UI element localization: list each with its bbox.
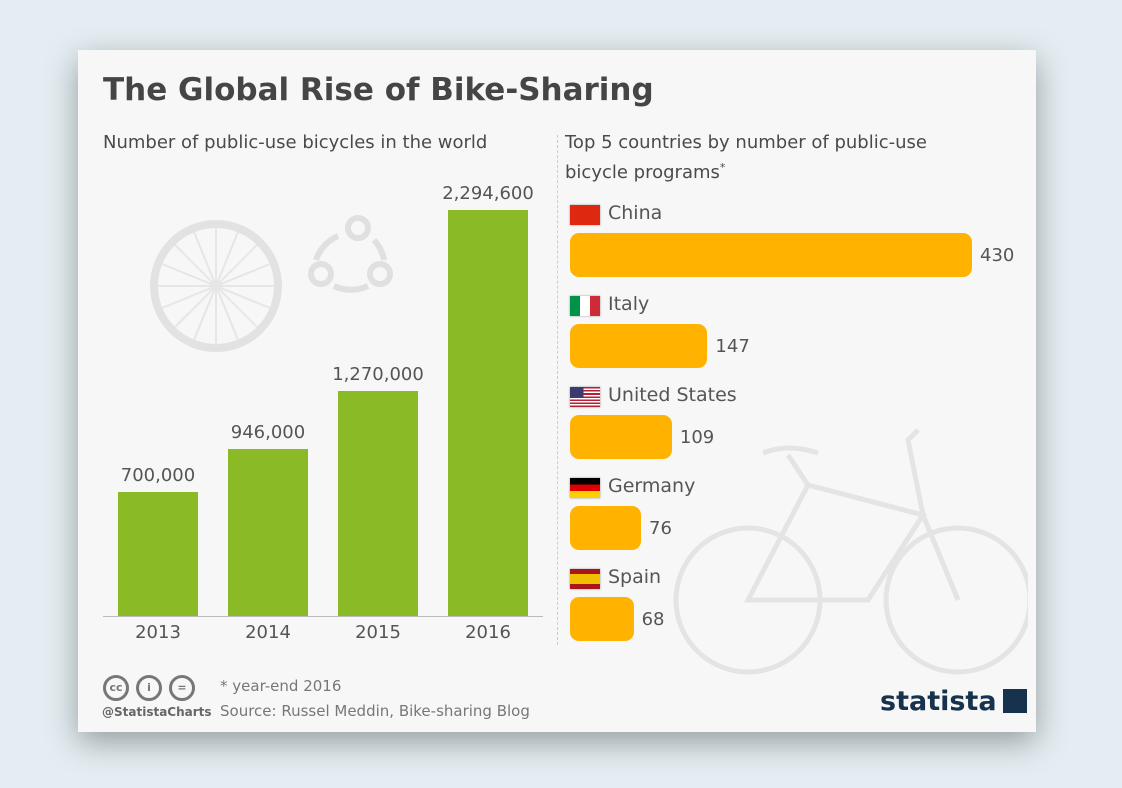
brand-text: statista (880, 686, 997, 717)
handle: @StatistaCharts (102, 705, 212, 719)
country-label: China (608, 202, 663, 224)
footnote: * year-end 2016 (220, 677, 342, 695)
value-label: 946,000 (230, 421, 306, 443)
left-chart-title: Number of public-use bicycles in the wor… (103, 132, 488, 153)
value-label: 700,000 (120, 465, 196, 487)
bar-2016 (448, 210, 528, 616)
x-tick-label: 2015 (355, 622, 401, 643)
flag-icon (570, 569, 600, 589)
flag-icon (570, 478, 600, 498)
bar-China (570, 233, 972, 277)
statista-logo[interactable]: statista (880, 686, 1027, 717)
bar-2013 (118, 492, 198, 616)
flag-icon (570, 205, 600, 225)
value-label: 109 (679, 427, 715, 448)
country-label: Germany (608, 475, 696, 497)
value-label: 1,270,000 (332, 364, 424, 386)
value-label: 430 (980, 245, 1015, 266)
bar-Germany (570, 506, 642, 550)
flag-icon (570, 296, 600, 316)
country-label: Spain (608, 566, 662, 588)
right-chart-title: Top 5 countries by number of public-use … (565, 130, 985, 185)
value-label: 68 (641, 609, 665, 630)
right-title-text: Top 5 countries by number of public-use … (565, 132, 927, 183)
bar-Italy (570, 324, 708, 368)
value-label: 76 (649, 518, 672, 539)
value-label: 2,294,600 (442, 183, 534, 204)
page-title: The Global Rise of Bike-Sharing (103, 72, 654, 108)
country-label: Italy (608, 293, 650, 315)
flag-icon (570, 387, 600, 407)
bar-2015 (338, 391, 418, 616)
bar-Spain (570, 597, 634, 641)
asterisk: * (719, 161, 726, 174)
attribution-icon: i (136, 675, 162, 701)
bicycle-illustration-icon (673, 428, 1028, 675)
infographic-card: The Global Rise of Bike-Sharing Number o… (78, 50, 1036, 732)
divider (557, 135, 558, 645)
cc-icon: cc (103, 675, 129, 701)
x-tick-label: 2016 (465, 622, 511, 643)
x-tick-label: 2014 (245, 622, 291, 643)
country-label: United States (608, 384, 737, 406)
bar-2014 (228, 448, 308, 616)
source: Source: Russel Meddin, Bike-sharing Blog (220, 702, 530, 720)
bar-United States (570, 415, 672, 459)
bike-wheel-share-icon (150, 215, 393, 352)
x-tick-label: 2013 (135, 622, 181, 643)
value-label: 147 (715, 336, 750, 357)
x-axis-line (103, 616, 543, 617)
no-derivatives-icon: = (169, 675, 195, 701)
statista-logo-icon (1002, 689, 1027, 713)
